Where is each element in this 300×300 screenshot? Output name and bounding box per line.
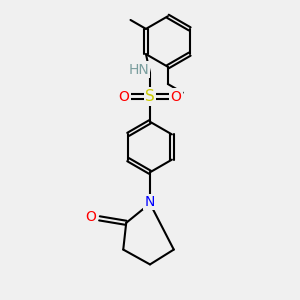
Text: HN: HN [128, 63, 149, 77]
Text: S: S [145, 89, 155, 104]
Text: N: N [145, 195, 155, 209]
Text: O: O [119, 89, 130, 103]
Text: O: O [86, 210, 97, 224]
Text: O: O [170, 89, 181, 103]
